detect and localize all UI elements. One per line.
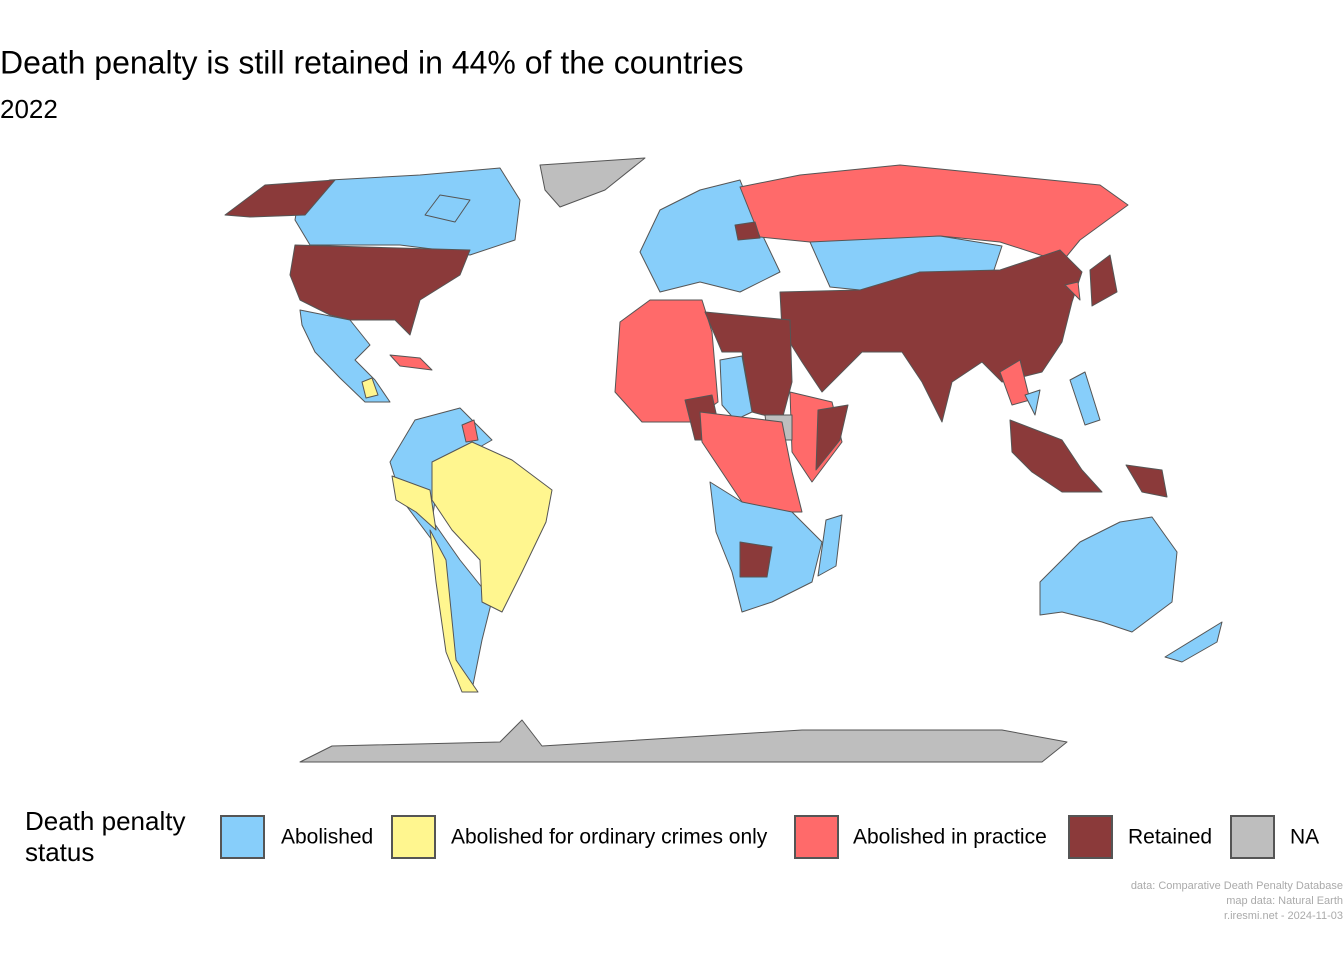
country — [299, 309, 391, 403]
country — [289, 244, 471, 336]
legend-title: Death penalty status — [25, 806, 186, 867]
legend-label: Abolished — [281, 826, 373, 849]
country — [1125, 464, 1168, 498]
country — [734, 221, 761, 241]
legend: Abolished Abolished for ordinary crimes o… — [220, 815, 1319, 859]
legend-label: Retained — [1128, 826, 1212, 849]
legend-label: NA — [1290, 826, 1319, 849]
country — [299, 719, 1068, 763]
legend-label: Abolished for ordinary crimes only — [451, 826, 768, 849]
caption: data: Comparative Death Penalty Database… — [1131, 880, 1343, 922]
country — [1039, 516, 1178, 633]
legend-swatch — [1230, 815, 1275, 859]
country — [1009, 419, 1103, 493]
country — [1089, 254, 1118, 307]
country — [639, 179, 781, 293]
country — [389, 354, 433, 371]
country — [817, 514, 843, 577]
legend-swatch — [1068, 815, 1113, 859]
country — [1024, 389, 1041, 416]
title: Death penalty is still retained in 44% o… — [0, 44, 744, 80]
country — [614, 299, 719, 423]
caption-line: data: Comparative Death Penalty Database — [1131, 880, 1343, 892]
country — [1164, 621, 1223, 663]
country — [815, 404, 849, 471]
country — [539, 157, 646, 208]
country — [461, 419, 479, 443]
legend-swatch — [794, 815, 839, 859]
caption-line: r.iresmi.net - 2024-11-03 — [1224, 910, 1343, 922]
legend-label: Abolished in practice — [853, 826, 1047, 849]
country — [739, 541, 773, 578]
country — [719, 355, 753, 421]
country — [431, 441, 553, 613]
country — [391, 475, 437, 531]
legend-swatch — [220, 815, 265, 859]
map — [224, 157, 1223, 763]
country — [361, 377, 379, 399]
subtitle: 2022 — [0, 94, 58, 124]
country — [1069, 371, 1101, 426]
country — [424, 194, 471, 223]
country — [1064, 281, 1081, 301]
country — [429, 529, 479, 693]
country — [224, 179, 336, 218]
legend-swatch — [391, 815, 436, 859]
country — [294, 167, 521, 256]
caption-line: map data: Natural Earth — [1226, 895, 1343, 907]
